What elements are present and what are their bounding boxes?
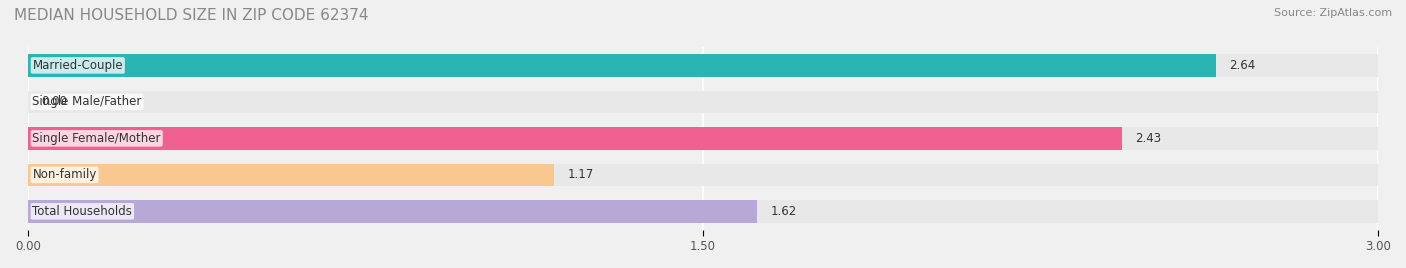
Bar [28, 163, 1378, 186]
Bar [28, 91, 1378, 113]
Bar [28, 200, 1378, 223]
Text: Source: ZipAtlas.com: Source: ZipAtlas.com [1274, 8, 1392, 18]
Bar [28, 127, 1378, 150]
Text: 2.64: 2.64 [1230, 59, 1256, 72]
Bar [28, 54, 1216, 77]
Text: Single Male/Father: Single Male/Father [32, 95, 142, 108]
Bar [28, 200, 756, 223]
Text: 0.00: 0.00 [41, 95, 67, 108]
Text: 1.17: 1.17 [568, 168, 595, 181]
Text: MEDIAN HOUSEHOLD SIZE IN ZIP CODE 62374: MEDIAN HOUSEHOLD SIZE IN ZIP CODE 62374 [14, 8, 368, 23]
Text: Married-Couple: Married-Couple [32, 59, 124, 72]
Bar [28, 163, 554, 186]
Bar [28, 54, 1378, 77]
Text: 2.43: 2.43 [1135, 132, 1161, 145]
Text: 1.62: 1.62 [770, 205, 797, 218]
Text: Total Households: Total Households [32, 205, 132, 218]
Bar [28, 127, 1122, 150]
Text: Non-family: Non-family [32, 168, 97, 181]
Text: Single Female/Mother: Single Female/Mother [32, 132, 160, 145]
